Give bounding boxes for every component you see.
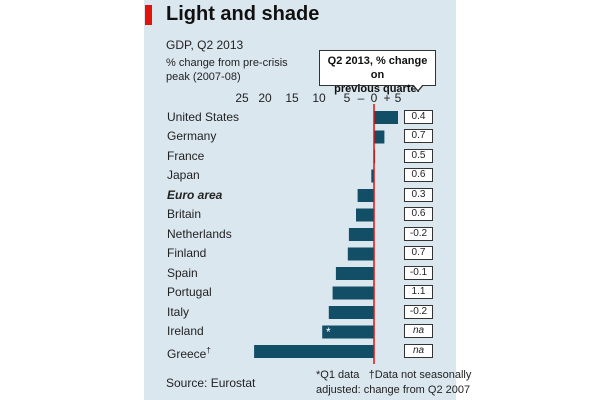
bar-spain (335, 267, 374, 280)
quarterly-value-germany: 0.7 (404, 129, 433, 143)
quarterly-value-united-states: 0.4 (404, 110, 433, 124)
footnote-sa-line1: †Data not seasonally (368, 369, 472, 381)
quarterly-value-france: 0.5 (404, 149, 433, 163)
row-label-netherlands: Netherlands (167, 227, 232, 241)
row-label-euro-area: Euro area (167, 188, 223, 202)
bar-britain (356, 208, 374, 222)
quarterly-value-euro-area: 0.3 (404, 188, 433, 202)
ireland-asterisk-mark: * (326, 325, 331, 339)
footnote-sa-line2: adjusted: change from Q2 2007 (316, 384, 471, 396)
row-label-britain: Britain (167, 207, 202, 221)
bar-euro-area (357, 189, 374, 202)
bar-japan (371, 169, 374, 183)
row-label-united-states: United States (167, 110, 240, 124)
quarterly-change-callout: Q2 2013, % change on previous quarter (319, 50, 436, 95)
brand-red-mark (145, 5, 152, 25)
quarterly-value-italy: -0.2 (404, 305, 433, 319)
chart-subtitle: GDP, Q2 2013 (166, 38, 244, 52)
bar-united-states (374, 111, 398, 124)
quarterly-value-portugal: 1.1 (404, 285, 433, 299)
greece-dagger-mark: † (206, 346, 211, 355)
row-label-greece: Greece† (167, 344, 211, 361)
tick-label-5-pos: 5 (394, 91, 402, 105)
quarterly-value-britain: 0.6 (404, 207, 433, 221)
chart-title: Light and shade (166, 3, 320, 25)
quarterly-value-japan: 0.6 (404, 168, 433, 182)
bar-germany (374, 130, 385, 144)
source-note: Source: Eurostat (166, 376, 256, 390)
tick-label-20: 20 (258, 91, 272, 105)
row-label-portugal: Portugal (167, 285, 212, 299)
bar-ireland (322, 325, 374, 339)
footnote-q1: *Q1 data (316, 369, 360, 381)
footnote-line1: *Q1 data †Data not seasonally (316, 369, 471, 381)
row-label-italy: Italy (167, 305, 190, 319)
callout-line2: previous quarter (334, 83, 421, 95)
tick-label-plus: + (383, 91, 391, 105)
tick-label-0: 0 (370, 91, 378, 105)
row-label-greece-text: Greece (167, 347, 207, 361)
bar-finland (347, 247, 374, 261)
axis-note-line1: % change from pre-crisis (166, 57, 288, 69)
axis-note-line2: peak (2007-08) (166, 71, 241, 83)
row-label-ireland: Ireland (167, 324, 204, 338)
row-label-japan: Japan (167, 168, 200, 182)
quarterly-value-ireland: na (404, 324, 433, 338)
bar-netherlands (348, 228, 374, 241)
bar-greece (254, 345, 374, 358)
callout-line1: Q2 2013, % change on (327, 55, 428, 81)
row-label-spain: Spain (167, 266, 198, 280)
quarterly-value-greece: na (404, 344, 433, 358)
quarterly-value-spain: -0.1 (404, 266, 433, 280)
tick-label-10: 10 (312, 91, 326, 105)
row-label-finland: Finland (167, 246, 207, 260)
row-label-germany: Germany (167, 129, 217, 143)
quarterly-value-netherlands: -0.2 (404, 227, 433, 241)
tick-label-5-neg: 5 (343, 91, 351, 105)
quarterly-value-finland: 0.7 (404, 246, 433, 260)
bar-italy (328, 306, 374, 319)
tick-label-minus: – (357, 91, 365, 105)
row-label-france: France (167, 149, 205, 163)
tick-label-25: 25 (235, 91, 249, 105)
bar-portugal (332, 286, 374, 300)
tick-label-15: 15 (285, 91, 299, 105)
callout-pointer-inner (413, 84, 423, 90)
